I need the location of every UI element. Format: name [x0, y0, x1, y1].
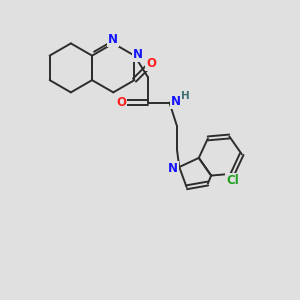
Text: N: N [108, 33, 118, 46]
Text: O: O [146, 57, 156, 70]
Text: N: N [171, 95, 181, 108]
Text: H: H [182, 91, 190, 101]
Text: N: N [168, 162, 178, 175]
Text: Cl: Cl [226, 174, 239, 187]
Text: O: O [116, 96, 126, 109]
Text: N: N [134, 48, 143, 61]
